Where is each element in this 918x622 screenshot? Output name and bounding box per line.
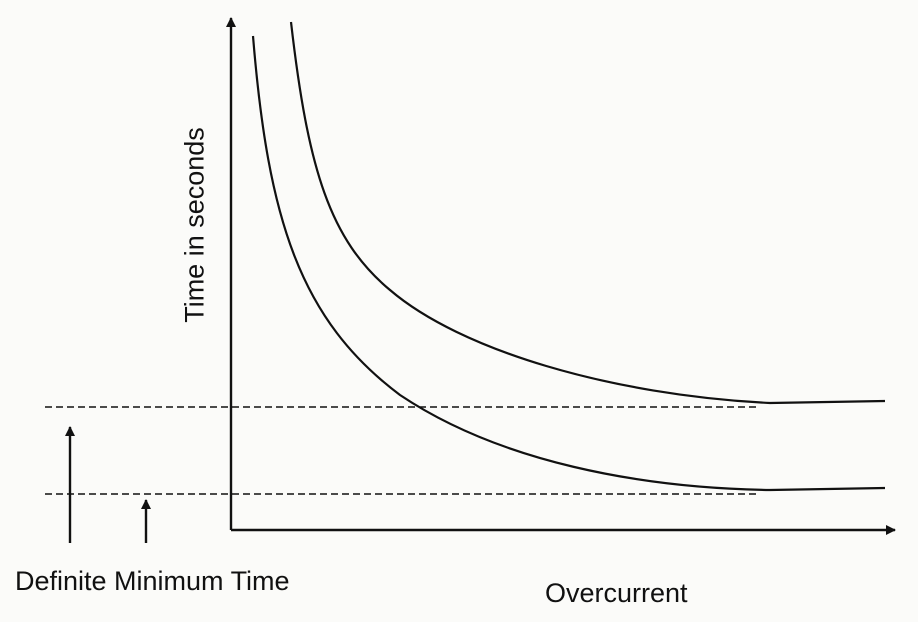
definite-minimum-time-label: Definite Minimum Time	[15, 566, 290, 596]
lower-inverse-time-curve	[251, 35, 886, 492]
x-axis-label: Overcurrent	[545, 578, 688, 608]
y-axis-label: Time in seconds	[179, 127, 210, 323]
upper-inverse-time-curve	[289, 21, 886, 405]
